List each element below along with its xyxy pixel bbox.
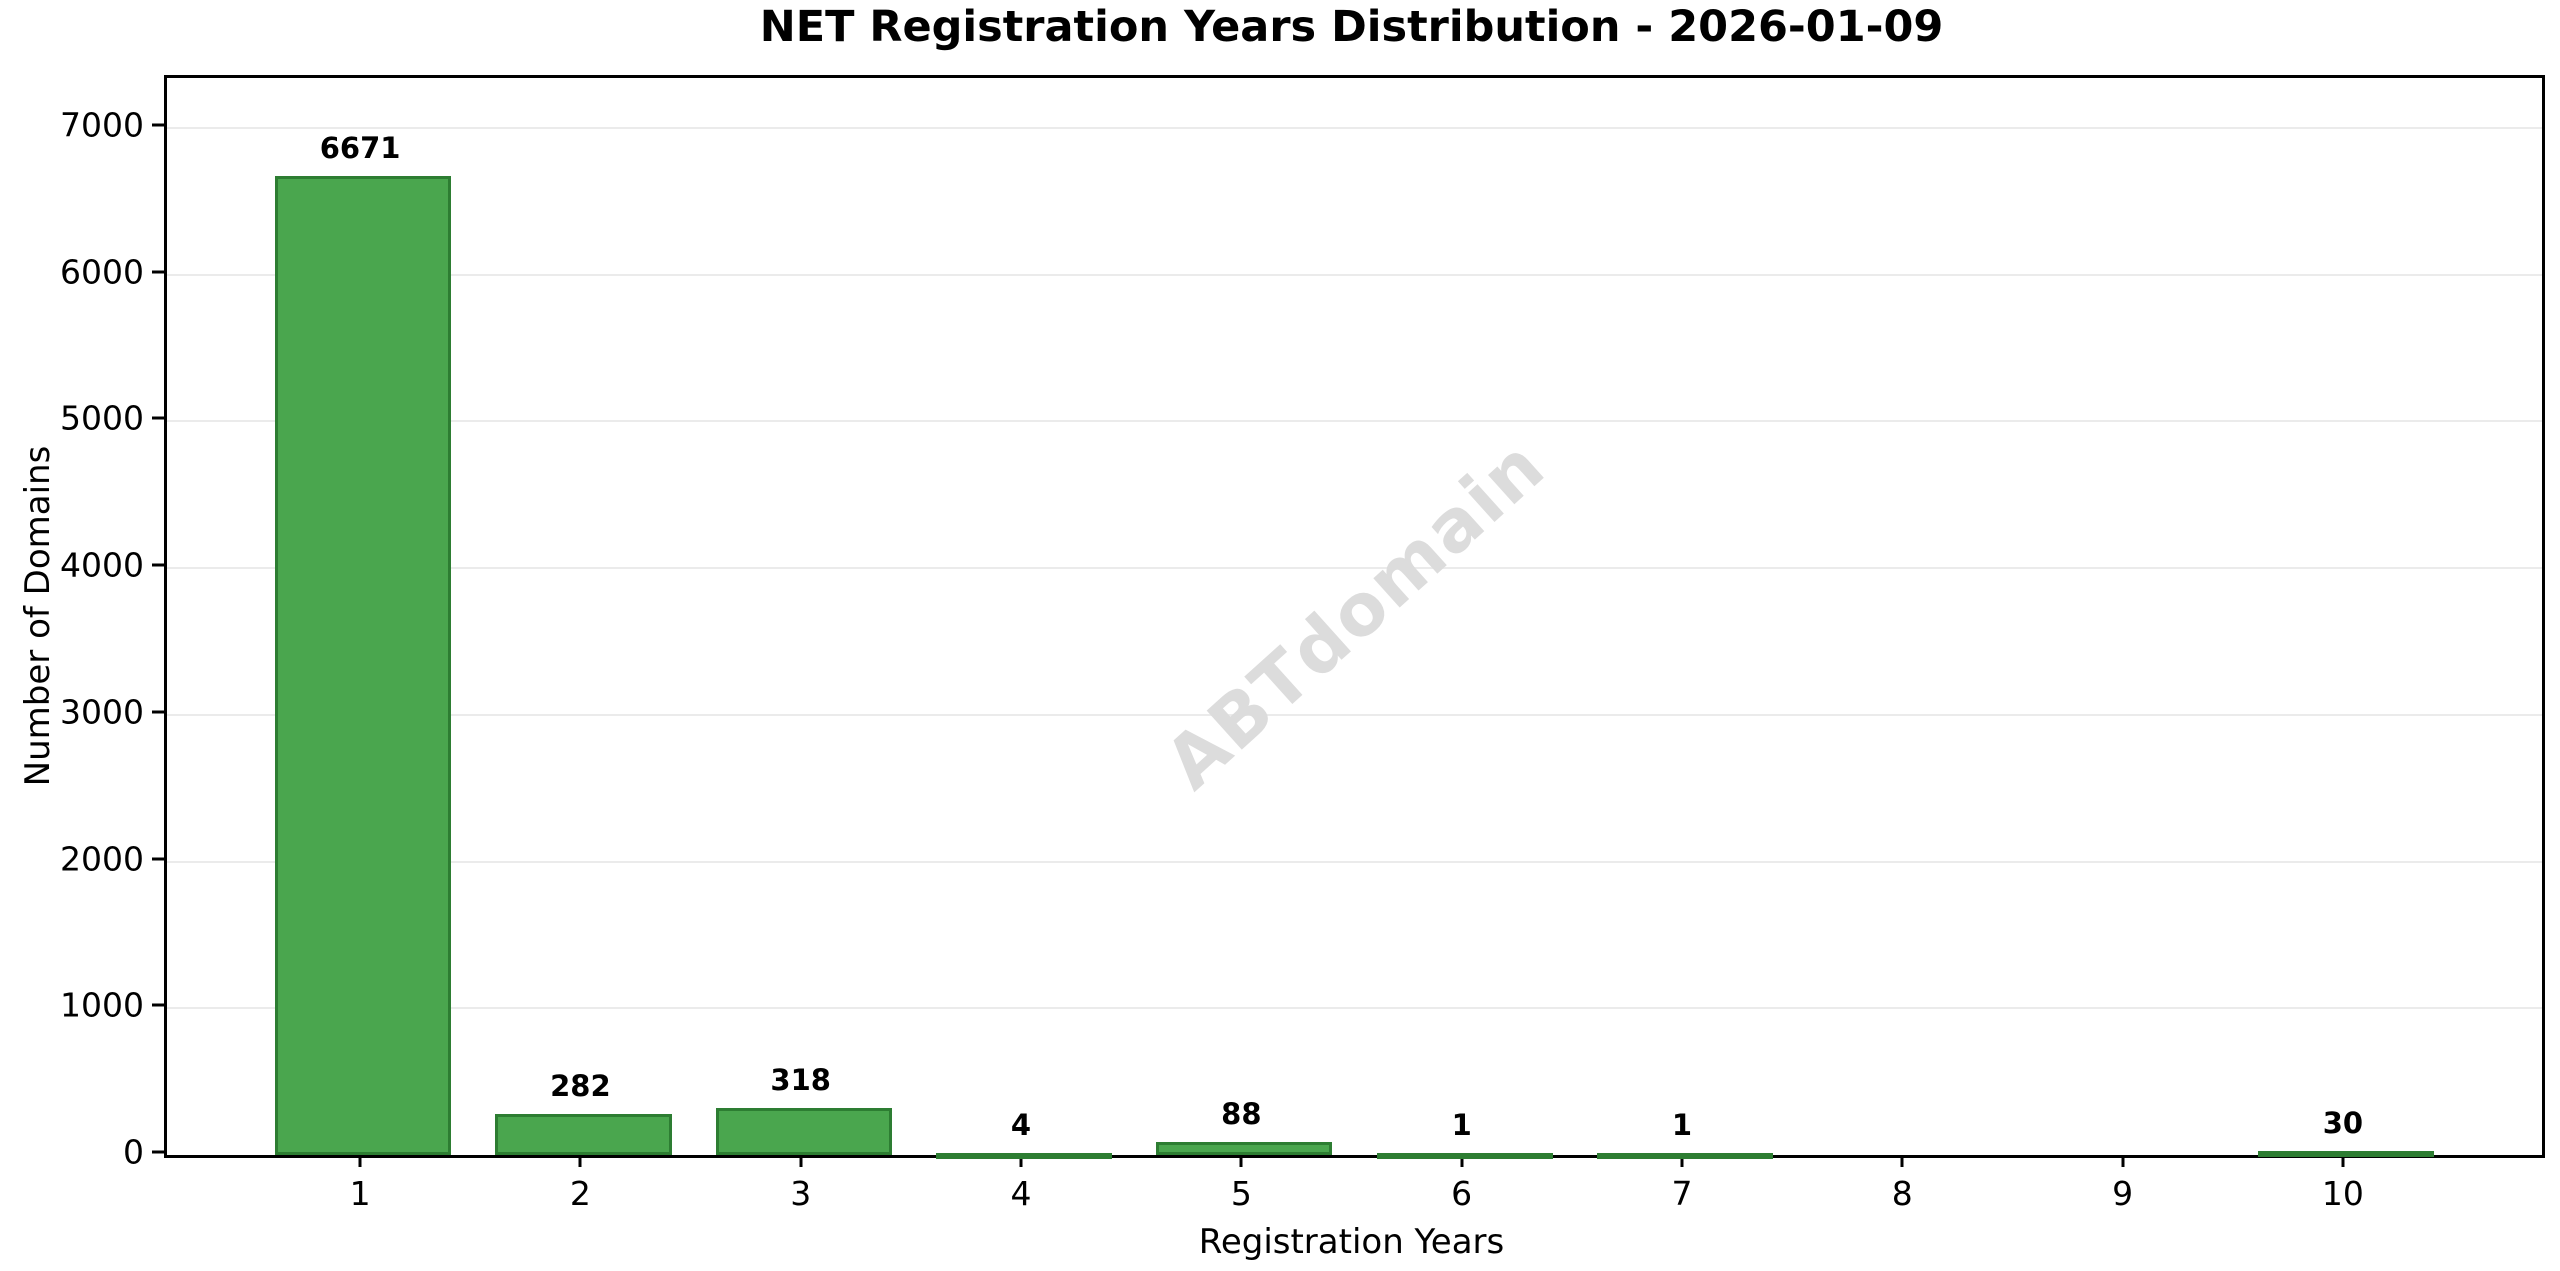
x-tick-mark [799,1155,803,1167]
bar-value-label: 1 [1671,1108,1693,1142]
y-tick-label: 5000 [60,398,144,438]
chart-title: NET Registration Years Distribution - 20… [759,2,1944,52]
y-tick-mark [152,563,164,567]
gridline [167,420,2542,423]
x-tick-mark [358,1155,362,1167]
x-tick-mark [1900,1155,1904,1167]
y-tick-mark [152,416,164,420]
y-tick-mark [152,270,164,274]
x-tick-mark [1239,1155,1243,1167]
bar-value-label: 4 [1010,1108,1032,1142]
x-tick-mark [2121,1155,2125,1167]
y-tick-mark [152,1150,164,1154]
gridline [167,1007,2542,1010]
bar-value-label: 30 [2322,1105,2364,1140]
x-tick-label: 1 [349,1174,371,1213]
y-tick-label: 0 [123,1132,144,1172]
bar-value-label: 88 [1221,1097,1262,1132]
y-tick-label: 7000 [60,105,144,145]
bar-value-label: 282 [550,1068,611,1103]
x-tick-mark [578,1155,582,1167]
y-tick-mark [152,710,164,714]
x-tick-label: 7 [1671,1174,1693,1213]
bar-year-2 [495,1113,672,1155]
x-tick-label: 8 [1891,1174,1913,1213]
y-tick-mark [152,123,164,127]
y-tick-mark [152,857,164,861]
bar-year-5 [1156,1142,1333,1155]
bar-value-label: 1 [1451,1108,1472,1142]
bar-year-7 [1596,1153,1774,1159]
x-tick-label: 10 [2321,1174,2364,1213]
y-tick-mark [152,1003,164,1007]
gridline [167,273,2542,276]
x-tick-label: 6 [1451,1174,1473,1213]
bar-year-10 [2257,1150,2435,1157]
gridline [167,860,2542,863]
y-tick-label: 3000 [60,692,144,732]
bar-value-label: 318 [770,1063,831,1098]
gridline [167,567,2542,570]
x-tick-mark [1019,1155,1023,1167]
x-tick-mark [1460,1155,1464,1167]
y-tick-label: 6000 [60,252,144,292]
bar-year-3 [715,1108,892,1155]
x-tick-label: 4 [1010,1174,1032,1213]
x-tick-label: 2 [569,1174,591,1213]
bar-value-label: 6671 [319,131,401,166]
x-tick-label: 9 [2112,1174,2134,1213]
gridline [167,126,2542,129]
bar-year-4 [935,1153,1113,1159]
bar-year-6 [1376,1153,1553,1159]
y-tick-label: 4000 [60,545,144,585]
y-tick-label: 2000 [60,839,144,879]
x-tick-label: 3 [790,1174,812,1213]
y-tick-label: 1000 [60,985,144,1025]
bar-year-1 [274,176,452,1155]
x-axis-label: Registration Years [1198,1222,1505,1262]
x-tick-label: 5 [1230,1174,1252,1213]
plot-area [164,75,2545,1159]
x-tick-mark [2341,1155,2345,1167]
x-tick-mark [1680,1155,1684,1167]
gridline [167,713,2542,716]
